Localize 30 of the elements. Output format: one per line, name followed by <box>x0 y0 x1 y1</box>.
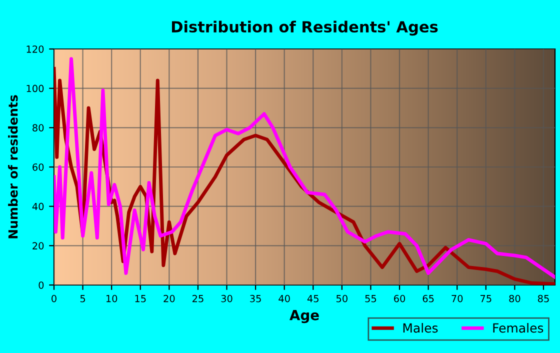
y-tick-label: 20 <box>32 242 44 250</box>
legend-label: Males <box>403 323 438 333</box>
x-tick-label: 80 <box>509 294 520 302</box>
x-tick-label: 70 <box>452 294 463 302</box>
x-tick-label: 10 <box>106 294 118 302</box>
x-tick-label: 50 <box>336 294 348 302</box>
legend-label: Females <box>493 323 544 333</box>
x-tick-label: 65 <box>422 294 434 302</box>
x-tick-label: 15 <box>135 295 146 302</box>
x-tick-label: 85 <box>538 294 549 302</box>
y-tick-label: 100 <box>26 84 44 92</box>
y-tick-label: 120 <box>26 45 44 53</box>
x-tick-label: 0 <box>52 294 56 302</box>
x-tick-label: 30 <box>221 294 232 302</box>
x-tick-label: 35 <box>250 294 261 302</box>
x-tick-label: 75 <box>480 295 492 302</box>
x-tick-label: 40 <box>278 294 290 302</box>
y-axis-title: Number of residents <box>8 95 18 238</box>
y-tick-label: 40 <box>32 202 44 210</box>
chart-title: Distribution of Residents' Ages <box>172 20 438 36</box>
y-tick-label: 60 <box>32 163 44 171</box>
y-tick-label: 0 <box>38 281 44 289</box>
x-tick-label: 60 <box>394 294 406 302</box>
y-tick-label: 80 <box>32 124 44 132</box>
x-tick-label: 25 <box>192 294 204 302</box>
x-tick-label: 55 <box>365 295 376 302</box>
x-axis-title: Age <box>290 310 319 324</box>
x-tick-label: 5 <box>80 295 86 302</box>
x-tick-label: 20 <box>164 294 175 302</box>
x-tick-label: 45 <box>307 295 318 302</box>
